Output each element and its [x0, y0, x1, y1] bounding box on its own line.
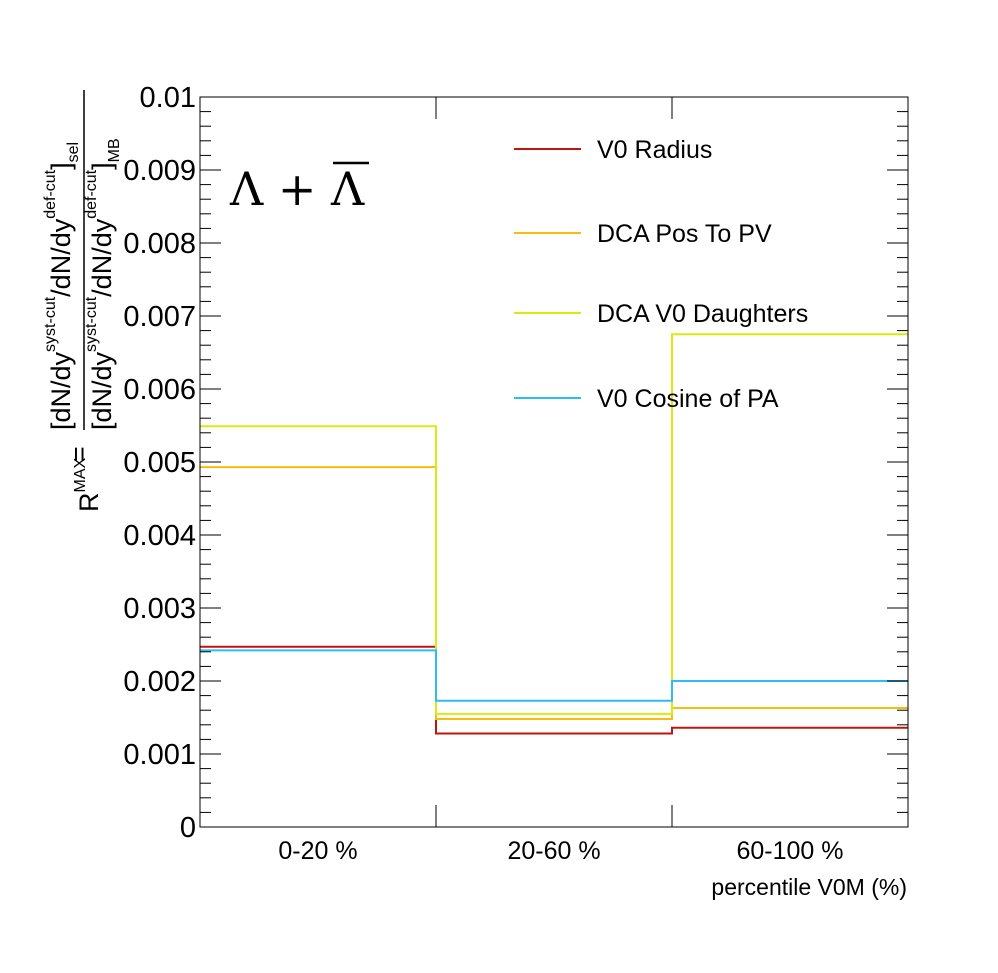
y-axis-ticks	[200, 96, 908, 828]
svg-text:Λ + Λ: Λ + Λ	[229, 162, 365, 216]
y-tick-label: 0.006	[123, 374, 196, 406]
legend: V0 Radius DCA Pos To PV DCA V0 Daughters V0…	[514, 136, 808, 413]
ylabel-equals: =	[64, 446, 94, 462]
series-layer	[200, 333, 908, 735]
ylabel-prefix: R	[74, 493, 104, 513]
x-tick-label: 60-100 %	[736, 837, 843, 865]
x-axis-tick-labels: 0-20 % 20-60 % 60-100 %	[278, 837, 843, 865]
annotation-lambda-bar: Λ	[330, 162, 365, 216]
series-line-2	[200, 466, 908, 720]
legend-label: DCA V0 Daughters	[597, 300, 808, 328]
y-tick-label: 0.007	[123, 301, 196, 333]
series-line-3	[200, 333, 908, 715]
x-axis-ticks	[435, 97, 673, 827]
y-axis-title: RMAX = [dN/dysyst-cut/dN/dydef-cut]sel […	[42, 90, 123, 512]
y-tick-label: 0.008	[123, 228, 196, 260]
y-tick-label: 0.005	[123, 447, 196, 479]
svg-text:RMAX: RMAX	[72, 458, 104, 513]
y-tick-label: 0.004	[123, 520, 196, 552]
y-tick-label: 0.003	[123, 593, 196, 625]
ylabel-prefix-sup: MAX	[72, 458, 89, 493]
x-tick-label: 20-60 %	[507, 837, 600, 865]
series-line-1	[200, 645, 908, 735]
y-tick-label: 0.009	[123, 155, 196, 187]
y-tick-label: 0.002	[123, 666, 196, 698]
legend-label: V0 Radius	[597, 136, 712, 164]
legend-label: V0 Cosine of PA	[597, 385, 779, 413]
y-tick-label: 0.01	[140, 82, 196, 114]
ylabel-numerator: [dN/dysyst-cut/dN/dydef-cut]sel	[42, 142, 82, 430]
x-tick-label: 0-20 %	[278, 837, 357, 865]
y-axis-tick-labels: 0 0.001 0.002 0.003 0.004 0.005 0.006 0.007 0.00…	[123, 82, 196, 844]
y-tick-label: 0	[180, 812, 196, 844]
legend-label: DCA Pos To PV	[597, 220, 772, 248]
y-tick-label: 0.001	[123, 739, 196, 771]
series-line-4	[200, 649, 908, 702]
x-axis-title: percentile V0M (%)	[711, 874, 907, 900]
particle-annotation: Λ + Λ	[229, 161, 369, 216]
annotation-lambda: Λ +	[229, 162, 331, 216]
ylabel-denominator: [dN/dysyst-cut/dN/dydef-cut]MB	[83, 138, 123, 430]
